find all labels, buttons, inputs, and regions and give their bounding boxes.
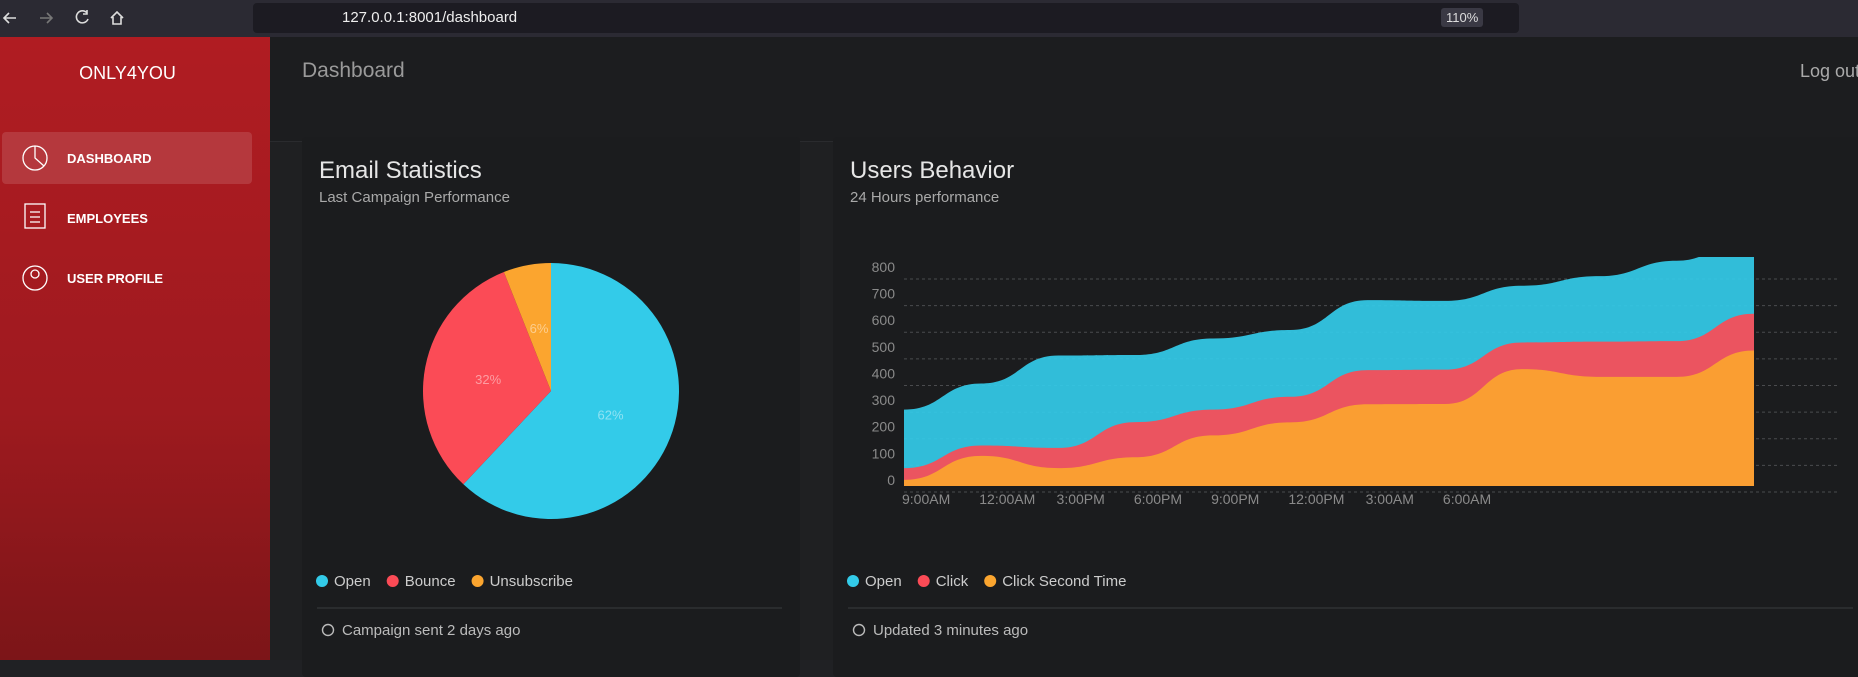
footer-text: Campaign sent 2 days ago [342, 622, 520, 639]
legend-label: Bounce [405, 573, 456, 590]
nav-active [2, 132, 252, 184]
legend-swatch [984, 575, 997, 587]
legend-label: Click [936, 573, 969, 590]
y-tick-label: 100 [872, 445, 896, 461]
legend-label: Open [865, 573, 902, 590]
slice-label: 62% [597, 408, 623, 423]
x-tick-label: 9:00PM [1211, 491, 1259, 507]
pie-slice [463, 263, 679, 519]
legend-swatch [847, 575, 859, 587]
y-tick-label: 700 [872, 286, 896, 302]
legend-swatch [471, 575, 484, 587]
chart: 0 100 200 300 400 500 600 700 800 9:00AM 12:00AM 3:… [847, 257, 1853, 639]
slice-label: 6% [530, 321, 549, 336]
card-title: Email Statistics [319, 157, 482, 184]
card: Users Behavior 24 Hours performance 0 100… [833, 137, 1858, 677]
legend-swatch [386, 575, 399, 587]
y-tick-label: 600 [872, 312, 896, 328]
page-title: Dashboard [302, 59, 405, 82]
y-tick-label: 800 [872, 259, 896, 275]
sidebar: ONLY4YOU DASHBOARD EMPLOYEES USER PROFIL… [0, 37, 270, 660]
logout-link[interactable]: Log out [1800, 61, 1858, 81]
footer-text: Updated 3 minutes ago [873, 622, 1028, 639]
legend-label: Click Second Time [1002, 573, 1126, 590]
card-subtitle: 24 Hours performance [850, 189, 1000, 206]
legend-swatch [316, 575, 328, 587]
page-body: 127.0.0.1:8001/dashboard 110% ONLY4YOU D… [0, 0, 1858, 660]
card: Email Statistics Last Campaign Performan… [302, 137, 800, 677]
footer-icon [321, 623, 335, 637]
x-tick-label: 3:00PM [1057, 491, 1105, 507]
y-tick-label: 400 [872, 365, 896, 381]
x-tick-label: 6:00AM [1443, 491, 1491, 507]
pie-slice [503, 263, 551, 391]
x-tick-label: 3:00AM [1366, 491, 1414, 507]
chart: 62% 32% 6% Open Bounce Unsubscribe Campaign se… [316, 263, 782, 639]
card-title: Users Behavior [850, 157, 1015, 184]
url-text: 127.0.0.1:8001/dashboard [342, 9, 518, 26]
x-tick-label: 12:00AM [979, 491, 1035, 507]
y-tick-label: 200 [872, 419, 896, 435]
footer-icon [852, 623, 866, 637]
card-subtitle: Last Campaign Performance [319, 189, 510, 206]
nav-item[interactable]: DASHBOARD [67, 151, 152, 166]
nav-buttons[interactable] [0, 0, 140, 37]
legend-label: Unsubscribe [490, 573, 573, 590]
slice-label: 32% [475, 372, 501, 387]
pie-slice [423, 271, 551, 485]
y-tick-label: 500 [872, 339, 896, 355]
x-tick-label: 12:00PM [1288, 491, 1344, 507]
nav-item[interactable]: EMPLOYEES [67, 211, 148, 226]
url-bar[interactable]: 127.0.0.1:8001/dashboard 110% [253, 3, 1519, 33]
y-tick-label: 0 [887, 472, 895, 488]
x-tick-label: 9:00AM [902, 491, 950, 507]
y-tick-label: 300 [872, 392, 896, 408]
zoom-level[interactable]: 110% [1441, 8, 1484, 27]
nav-item[interactable]: USER PROFILE [67, 271, 164, 286]
nav-icons [22, 145, 48, 291]
header: Dashboard Log out [270, 37, 1858, 142]
browser-toolbar: 127.0.0.1:8001/dashboard 110% [0, 0, 1858, 37]
area [904, 350, 1754, 486]
legend-swatch [917, 575, 930, 587]
x-tick-label: 6:00PM [1134, 491, 1182, 507]
brand: ONLY4YOU [79, 63, 176, 83]
legend-label: Open [334, 573, 371, 590]
page: { "browser": {"url": "127.0.0.1:8001/das… [0, 0, 1858, 660]
